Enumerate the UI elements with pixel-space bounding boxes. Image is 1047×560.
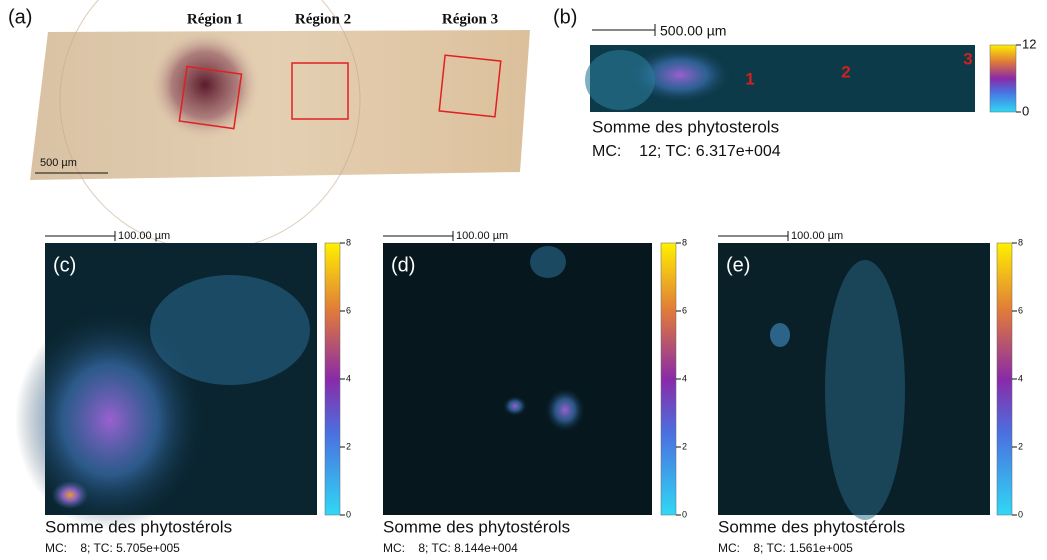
colorbar <box>989 44 1017 113</box>
colorbar-tick-label: 0 <box>682 509 687 519</box>
ms-signal <box>770 323 790 347</box>
stain <box>150 30 260 140</box>
region-label: Région 2 <box>295 11 351 27</box>
colorbar-tick-label: 0 <box>346 509 351 519</box>
region-label: Région 1 <box>187 11 243 27</box>
colorbar-tick-label: 2 <box>1018 441 1023 451</box>
colorbar <box>324 242 341 516</box>
stats: MC: 8; TC: 8.144e+004 <box>383 541 518 555</box>
ms-signal <box>503 396 527 416</box>
scale-label: 500.00 µm <box>660 23 726 39</box>
ms-image <box>383 243 652 515</box>
ms-signal <box>52 481 88 509</box>
colorbar-tick-label: 4 <box>682 373 687 383</box>
colorbar-tick-label: 6 <box>1018 305 1023 315</box>
scale-label: 100.00 µm <box>791 230 843 242</box>
region-boxes <box>178 54 502 130</box>
ms-signal <box>15 310 205 530</box>
scale-label: 100.00 µm <box>118 230 170 242</box>
ms-signal <box>585 50 655 110</box>
region-marker: 1 <box>745 69 754 88</box>
stats: MC: 8; TC: 1.561e+005 <box>718 541 853 555</box>
panel-label: (b) <box>553 6 577 28</box>
stats: MC: 8; TC: 5.705e+005 <box>45 541 180 555</box>
colorbar <box>660 242 677 516</box>
scale-label: 100.00 µm <box>456 230 508 242</box>
colorbar-tick-label: 2 <box>682 441 687 451</box>
panel-label: (e) <box>726 254 750 276</box>
region-marker: 3 <box>963 49 972 68</box>
stats: MC: 12; TC: 6.317e+004 <box>592 143 781 160</box>
colorbar-tick-label: 0 <box>1018 509 1023 519</box>
colorbar-tick-label: 8 <box>682 237 687 247</box>
colorbar-tick-label: 6 <box>346 305 351 315</box>
micrograph <box>30 30 530 180</box>
ms-signal <box>150 275 310 385</box>
caption: Somme des phytostérols <box>45 517 232 536</box>
panel-label: (a) <box>8 6 32 28</box>
region-label: Région 3 <box>442 11 498 27</box>
colorbar-tick-label: 8 <box>346 237 351 247</box>
colorbar-tick-label: 6 <box>682 305 687 315</box>
colorbar-tick-label: 2 <box>346 441 351 451</box>
scale-label: 500 µm <box>40 157 77 169</box>
caption: Somme des phytostérols <box>718 517 905 536</box>
colorbar-tick-label: 4 <box>1018 373 1023 383</box>
region-marker: 2 <box>841 62 850 81</box>
colorbar-tick-label: 0 <box>1022 103 1029 118</box>
ms-signal <box>825 260 905 520</box>
caption: Somme des phytosterols <box>592 117 779 136</box>
colorbar-tick-label: 4 <box>346 373 351 383</box>
panel-label: (c) <box>53 254 76 276</box>
ms-signal <box>530 246 566 278</box>
colorbar-tick-label: 12 <box>1022 36 1036 51</box>
caption: Somme des phytostérols <box>383 517 570 536</box>
panel-label: (d) <box>391 254 415 276</box>
colorbar <box>996 242 1013 516</box>
ms-signal <box>545 388 585 432</box>
colorbar-tick-label: 8 <box>1018 237 1023 247</box>
